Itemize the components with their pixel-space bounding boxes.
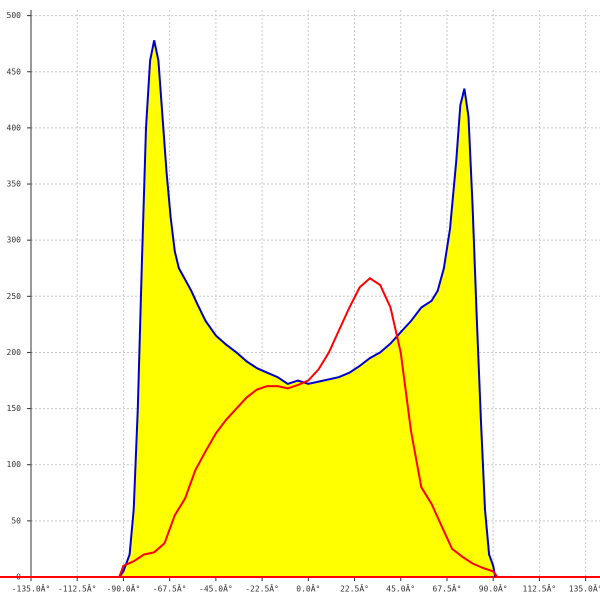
x-tick-label: 45.0Â° <box>386 583 415 594</box>
y-tick-label: 200 <box>7 348 22 357</box>
y-tick-label: 300 <box>7 236 22 245</box>
y-tick-label: 450 <box>7 67 22 76</box>
x-tick-label: -135.0Â° <box>12 583 51 594</box>
y-tick-label: 500 <box>7 11 22 20</box>
x-tick-label: 22.5Â° <box>340 583 369 594</box>
y-tick-label: 100 <box>7 460 22 469</box>
area <box>119 40 496 578</box>
x-tick-label: -22.5Â° <box>245 583 279 594</box>
x-tick-label: -90.0Â° <box>107 583 141 594</box>
y-tick-label: 350 <box>7 180 22 189</box>
x-tick-label: 135.0Â° <box>569 583 600 594</box>
y-tick-label: 150 <box>7 404 22 413</box>
x-tick-label: -67.5Â° <box>153 583 187 594</box>
x-tick-label: 67.5Â° <box>433 583 462 594</box>
x-tick-label: -112.5Â° <box>58 583 97 594</box>
series-line <box>118 40 497 578</box>
x-tick-label: -45.0Â° <box>199 583 233 594</box>
y-tick-label: 400 <box>7 123 22 132</box>
y-tick-label: 250 <box>7 292 22 301</box>
y-tick-label: 50 <box>11 516 21 525</box>
series-line <box>118 277 499 578</box>
x-tick-label: 90.0Â° <box>479 583 508 594</box>
x-tick-label: 0.0Â° <box>296 583 320 594</box>
x-tick-label: 112.5Â° <box>523 583 557 594</box>
